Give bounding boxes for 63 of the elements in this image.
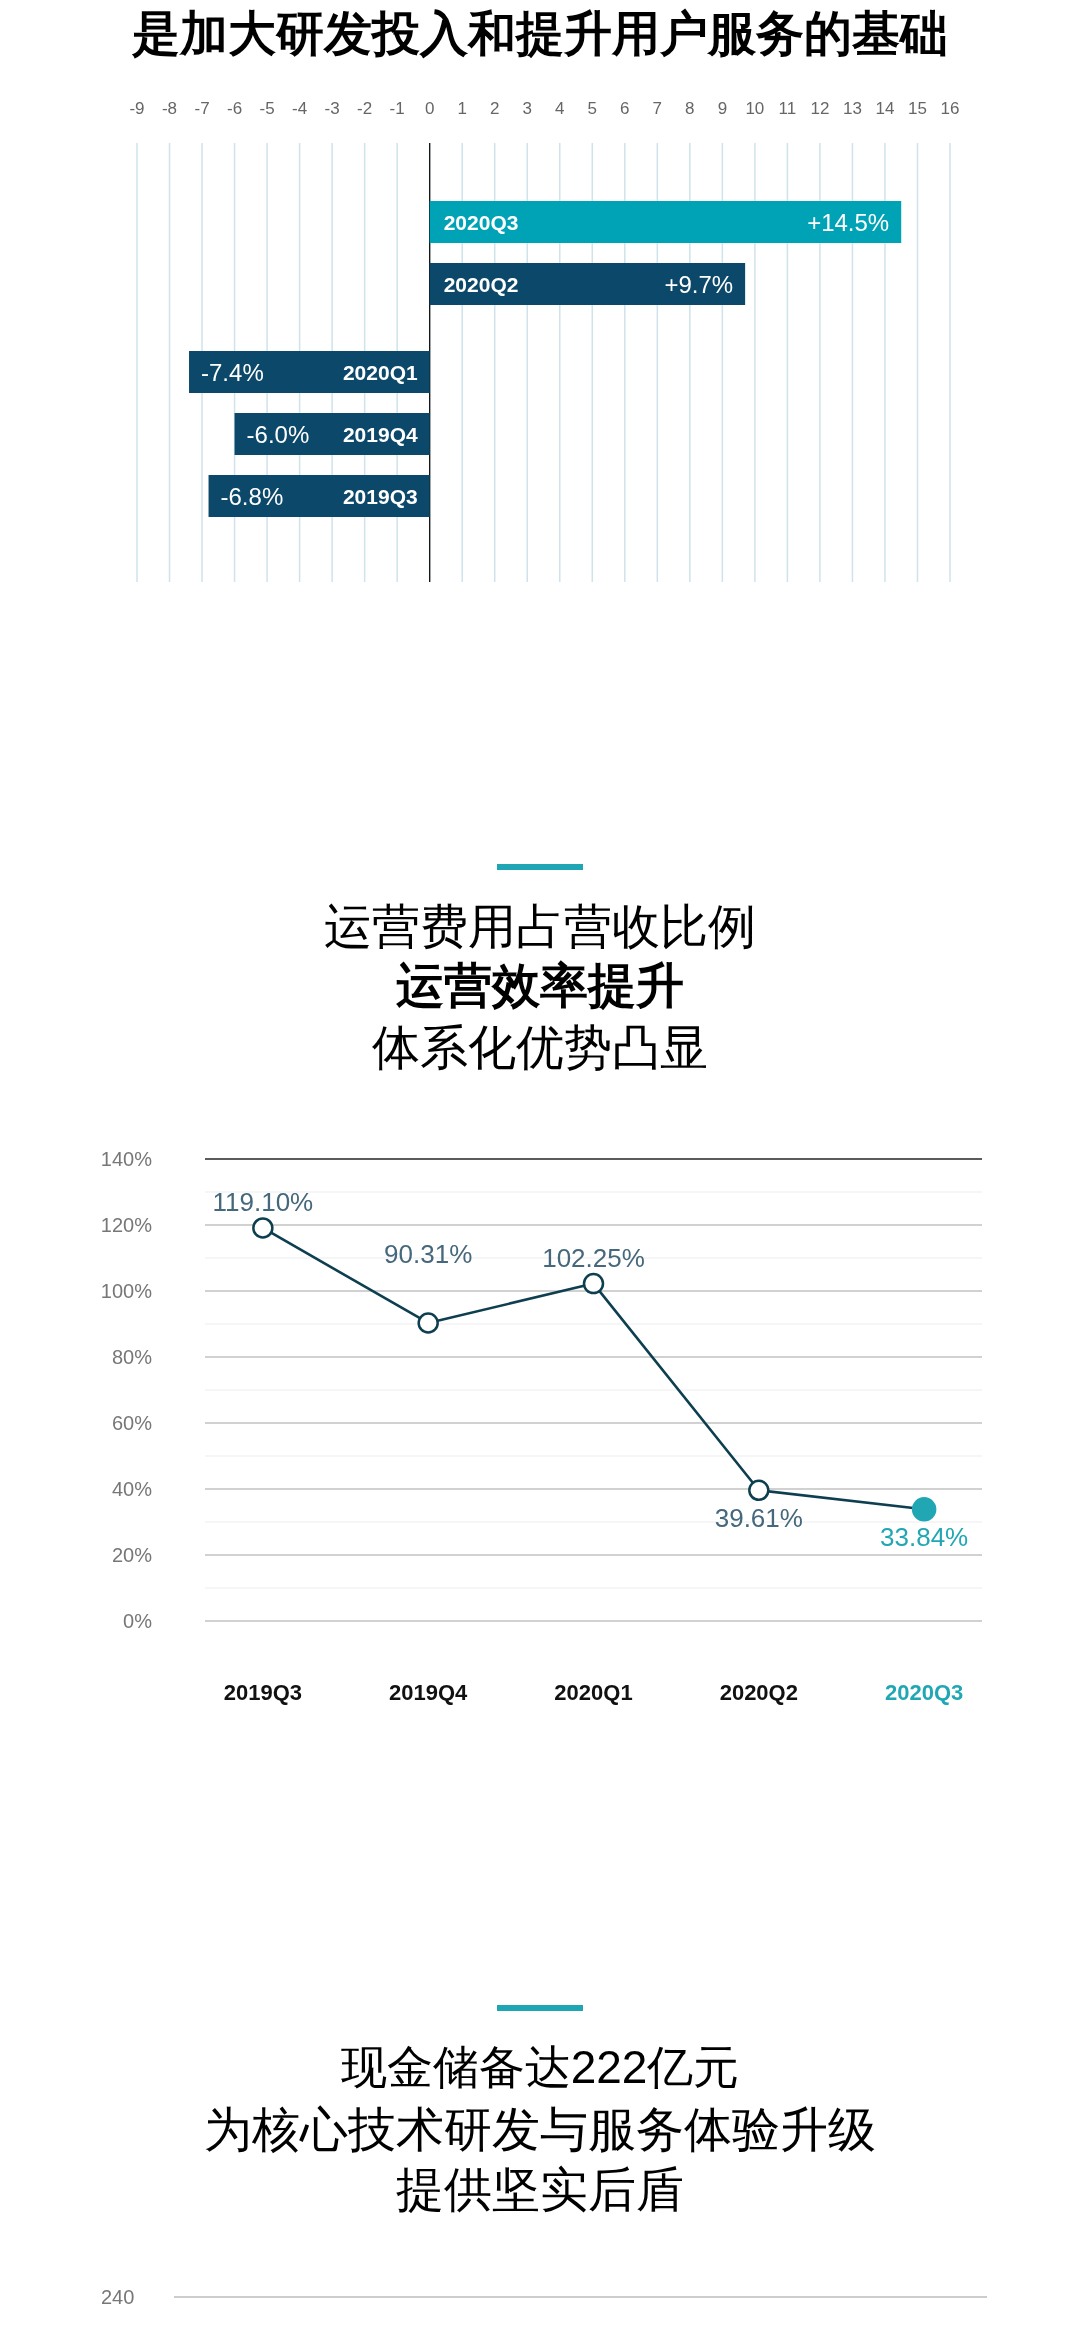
data-label: -7.4% — [201, 359, 264, 386]
y-tick-label: 100% — [100, 1280, 153, 1302]
x-tick-label: 12 — [810, 99, 830, 118]
point — [582, 1272, 605, 1295]
x-tick-label: 2019Q3 — [223, 1680, 303, 1705]
chart-title: 运营效率提升 — [396, 959, 684, 1012]
x-tick-label: 15 — [908, 99, 927, 118]
x-tick-label: -1 — [389, 99, 405, 118]
data-label: -6.0% — [246, 421, 310, 448]
x-tick-label: -5 — [259, 99, 275, 118]
x-tick-label: 4 — [555, 99, 565, 118]
chart-title: 是加大研发投入和提升用户服务的基础 — [131, 7, 948, 60]
y-tick-label: 80% — [111, 1346, 153, 1368]
text: 为核心技术研发与服务体验升级提供坚实后盾 — [204, 2103, 876, 2216]
x-tick-label: 6 — [620, 99, 630, 118]
y-tick-label: 20% — [111, 1544, 153, 1566]
y-tick-label: 40% — [111, 1478, 153, 1500]
data-label: 102.25% — [542, 1242, 645, 1273]
text: 240 — [101, 2286, 135, 2308]
y-tick-label: 2019Q4 — [342, 423, 418, 446]
x-tick-label: 3 — [522, 99, 532, 118]
x-tick-label: -7 — [194, 99, 210, 118]
x-tick-label: 14 — [875, 99, 895, 118]
x-tick-label: -8 — [161, 99, 178, 118]
data-label: 39.61% — [714, 1503, 803, 1534]
x-tick-label: -9 — [129, 99, 145, 118]
x-tick-label: 9 — [717, 99, 728, 118]
x-tick-label: 0 — [424, 99, 435, 118]
data-label: -6.8% — [220, 483, 284, 510]
y-tick-label: 0% — [123, 1610, 153, 1632]
x-tick-label: 5 — [587, 99, 598, 118]
text: 现金储备达222亿元 — [340, 2041, 740, 2093]
x-tick-label: 8 — [685, 99, 695, 118]
point — [417, 1312, 439, 1334]
data-label: +14.5% — [807, 209, 890, 236]
x-tick-label: 1 — [457, 99, 467, 118]
x-tick-label: 16 — [940, 99, 960, 118]
data-label: 119.10% — [212, 1186, 314, 1217]
y-tick-label: 2020Q1 — [342, 361, 418, 384]
x-tick-label: 13 — [842, 99, 862, 118]
y-tick-label: 140% — [100, 1148, 153, 1170]
x-tick-label: 10 — [745, 99, 765, 118]
x-tick-label: 2020Q2 — [719, 1680, 798, 1705]
point — [252, 1217, 274, 1239]
x-tick-label: 2020Q3 — [884, 1680, 964, 1705]
x-tick-label: 11 — [778, 99, 797, 118]
data-label: 33.84% — [880, 1522, 969, 1553]
text: 体系化优势凸显 — [372, 1021, 708, 1074]
x-tick-label: -4 — [292, 99, 308, 118]
x-tick-label: -2 — [357, 99, 373, 118]
y-tick-label: 2019Q3 — [342, 485, 418, 508]
x-tick-label: 2020Q1 — [554, 1680, 633, 1705]
y-tick-label: 60% — [111, 1412, 153, 1434]
x-tick-label: 7 — [652, 99, 663, 118]
x-tick-label: -3 — [324, 99, 340, 118]
x-tick-label: -6 — [227, 99, 243, 118]
x-tick-label: 2019Q4 — [389, 1680, 469, 1705]
point — [748, 1479, 770, 1502]
chart-subtitle: 运营费用占营收比例 — [324, 900, 756, 953]
x-tick-label: 2 — [489, 99, 500, 118]
y-tick-label: 120% — [100, 1214, 153, 1236]
data-label: +9.7% — [664, 271, 734, 298]
data-label: 90.31% — [384, 1238, 473, 1269]
